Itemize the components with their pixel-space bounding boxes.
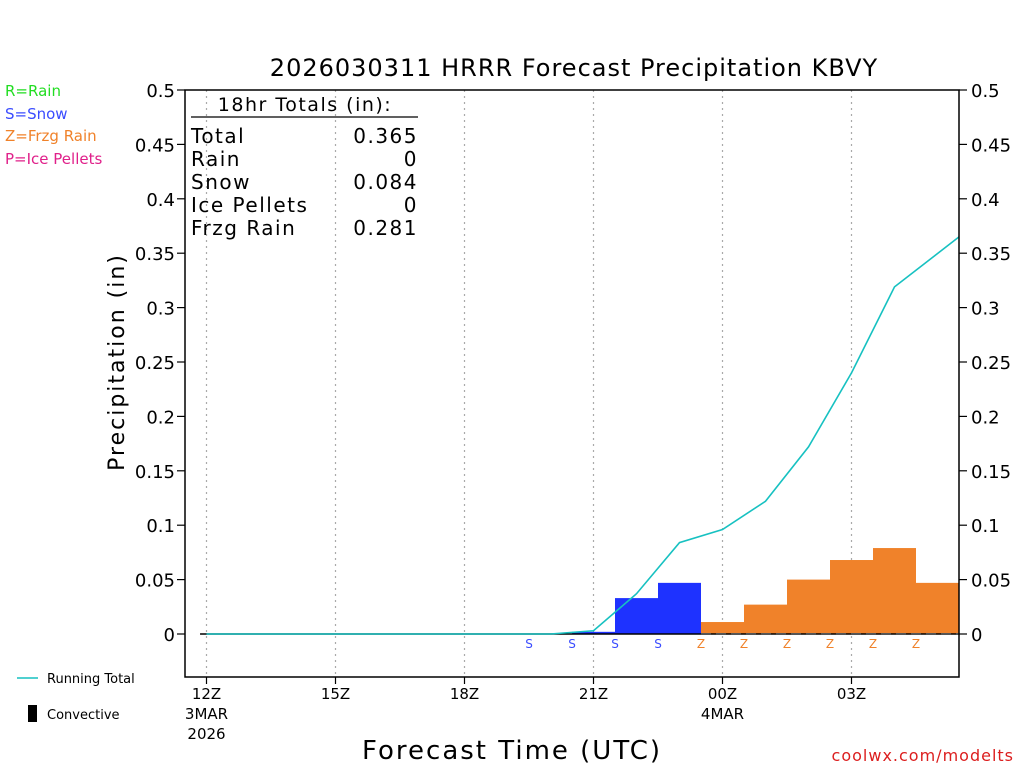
xtick-label-3: 21Z [579, 685, 608, 703]
ytick-label-right-6: 0.3 [971, 299, 1000, 320]
ytick-label-right-5: 0.25 [971, 353, 1011, 374]
totals-box: 18hr Totals (in): Total 0.365 Rain 0 Snow 0.0… [190, 94, 418, 240]
x-axis-ticks: 12Z 3MAR 2026 15Z 18Z 21Z 00Z 4MAR 03Z [185, 677, 866, 743]
type-marker-15: Z [826, 637, 834, 651]
legend-ice-pellets: P=Ice Pellets [5, 150, 102, 168]
y-axis-ticks: 0 0 0.05 0.05 0.1 0.1 0.15 0.15 0.2 0.2 0.25 0.25 0.… [135, 81, 1011, 646]
xtick-label-4: 00Z [708, 685, 737, 703]
totals-value-3: 0 [404, 193, 418, 217]
ytick-label-left-4: 0.2 [146, 407, 175, 428]
type-marker-17: Z [912, 637, 920, 651]
bar-14 [787, 579, 830, 634]
ytick-label-left-0: 0 [164, 625, 175, 646]
bar-10 [615, 598, 658, 634]
ytick-label-right-0: 0 [971, 625, 982, 646]
legend-rain: R=Rain [5, 82, 61, 100]
ytick-label-right-9: 0.45 [971, 135, 1011, 156]
x-axis-label: Forecast Time (UTC) [362, 736, 662, 766]
totals-value-4: 0.281 [353, 216, 418, 240]
xtick-date-0: 3MAR [185, 705, 228, 723]
ytick-label-left-3: 0.15 [135, 462, 175, 483]
ytick-label-left-2: 0.1 [146, 516, 175, 537]
chart-title: 2026030311 HRRR Forecast Precipitation K… [270, 54, 878, 82]
type-legend: R=Rain S=Snow Z=Frzg Rain P=Ice Pellets [5, 82, 102, 168]
bar-11 [658, 582, 701, 634]
ytick-label-right-7: 0.35 [971, 244, 1011, 265]
ytick-label-left-5: 0.25 [135, 353, 175, 374]
legend-snow: S=Snow [5, 105, 68, 123]
credit-text: coolwx.com/modelts [832, 746, 1014, 765]
type-marker-14: Z [783, 637, 791, 651]
totals-value-1: 0 [404, 147, 418, 171]
convective-legend-swatch [28, 705, 37, 722]
running-total-legend-text: Running Total [47, 672, 135, 687]
precip-bars [572, 548, 959, 634]
totals-label-0: Total [190, 124, 245, 148]
ytick-label-right-8: 0.4 [971, 190, 1000, 211]
type-marker-16: Z [869, 637, 877, 651]
ytick-label-left-9: 0.45 [135, 135, 175, 156]
ytick-label-right-3: 0.15 [971, 462, 1011, 483]
ytick-label-left-1: 0.05 [135, 571, 175, 592]
type-marker-10: S [611, 637, 619, 651]
legend-frzg-rain: Z=Frzg Rain [5, 127, 97, 145]
bar-9 [572, 631, 615, 634]
xtick-date-4: 4MAR [701, 705, 744, 723]
series-legend: Running Total Convective [17, 672, 135, 723]
xtick-label-1: 15Z [321, 685, 350, 703]
ytick-label-right-4: 0.2 [971, 407, 1000, 428]
totals-label-1: Rain [191, 147, 241, 171]
bar-15 [830, 560, 873, 634]
xtick-label-5: 03Z [837, 685, 866, 703]
ytick-label-left-8: 0.4 [146, 190, 175, 211]
totals-value-0: 0.365 [353, 124, 418, 148]
ytick-label-left-10: 0.5 [146, 81, 175, 102]
vertical-gridlines [205, 90, 853, 677]
xtick-label-2: 18Z [450, 685, 479, 703]
convective-legend-text: Convective [47, 708, 120, 723]
running-total-polyline [206, 236, 960, 635]
xtick-label-0: 12Z [192, 685, 221, 703]
xtick-year-0: 2026 [187, 725, 225, 743]
totals-label-2: Snow [191, 170, 251, 194]
bar-13 [744, 604, 787, 634]
type-marker-8: S [525, 637, 533, 651]
totals-label-4: Frzg Rain [191, 216, 296, 240]
type-marker-12: Z [697, 637, 705, 651]
totals-label-3: Ice Pellets [191, 193, 308, 217]
type-marker-13: Z [740, 637, 748, 651]
ytick-label-right-2: 0.1 [971, 516, 1000, 537]
ytick-label-right-10: 0.5 [971, 81, 1000, 102]
type-marker-11: S [654, 637, 662, 651]
y-axis-label: Precipitation (in) [105, 253, 130, 471]
type-marker-9: S [568, 637, 576, 651]
plot-frame [184, 89, 960, 678]
totals-value-2: 0.084 [353, 170, 418, 194]
totals-header: 18hr Totals (in): [218, 94, 392, 116]
ytick-label-right-1: 0.05 [971, 571, 1011, 592]
bar-12 [701, 622, 744, 634]
bar-17 [916, 582, 959, 634]
ytick-label-left-6: 0.3 [146, 299, 175, 320]
bar-16 [873, 548, 916, 634]
ytick-label-left-7: 0.35 [135, 244, 175, 265]
running-total-line [206, 236, 960, 635]
